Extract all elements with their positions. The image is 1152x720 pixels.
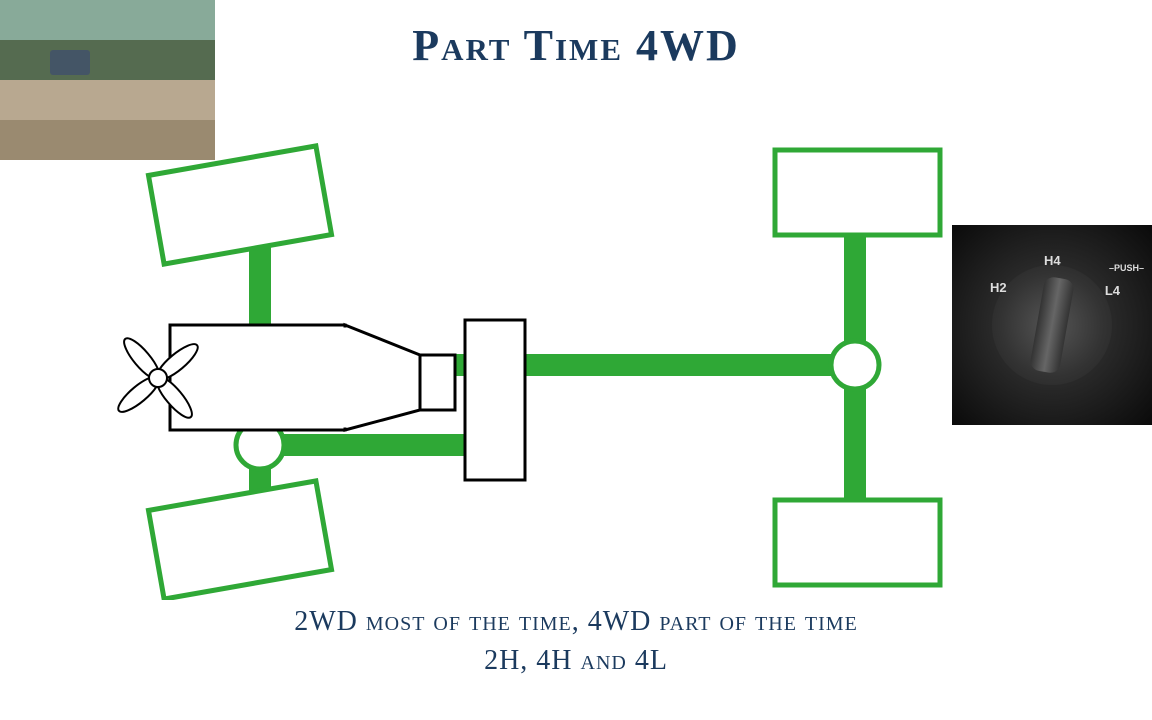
subtitle-line-2: 2H, 4H and 4L	[0, 641, 1152, 680]
dial-label-push: –PUSH–	[1109, 263, 1144, 273]
selector-dial-photo: H2 H4 L4 –PUSH–	[952, 225, 1152, 425]
dial-label-h4: H4	[1044, 253, 1061, 268]
subtitle: 2WD most of the time, 4WD part of the ti…	[0, 602, 1152, 680]
dial-label-l4: L4	[1105, 283, 1120, 298]
page-title: Part Time 4WD	[0, 20, 1152, 71]
subtitle-line-1: 2WD most of the time, 4WD part of the ti…	[0, 602, 1152, 641]
dial-label-h2: H2	[990, 280, 1007, 295]
